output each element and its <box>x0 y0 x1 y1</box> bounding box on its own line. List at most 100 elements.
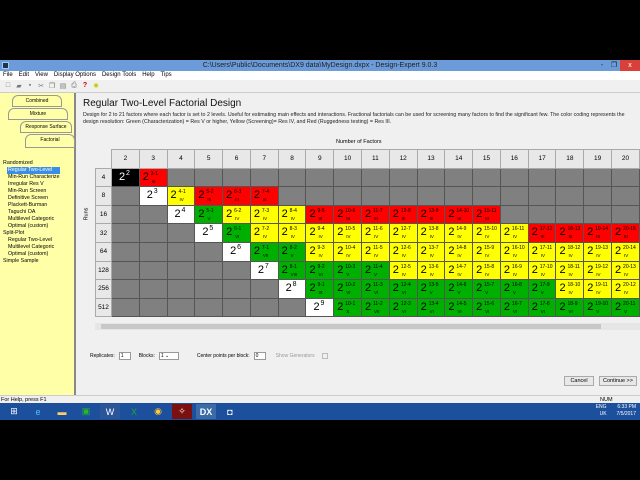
empty-cell[interactable] <box>249 297 279 318</box>
empty-cell[interactable] <box>194 279 224 299</box>
fractional-design-cell[interactable]: 2 6-2 IV <box>222 204 251 225</box>
empty-cell[interactable] <box>138 204 168 225</box>
fractional-design-cell[interactable]: 2 18-9 VI <box>555 297 585 318</box>
print-icon[interactable]: ⎙ <box>71 82 77 89</box>
fractional-design-cell[interactable]: 2 13-5 V <box>416 279 446 299</box>
fractional-design-cell[interactable]: 2 16-7 VI <box>499 297 529 318</box>
menu-design-tools[interactable]: Design Tools <box>101 72 137 78</box>
fractional-design-cell[interactable]: 2 7-3 IV <box>249 204 279 225</box>
empty-cell[interactable] <box>138 297 168 318</box>
fractional-design-cell[interactable]: 2 16-8 V <box>499 279 529 299</box>
save-icon[interactable]: ▪ <box>28 82 32 89</box>
tree-item[interactable]: Optimal (custom) <box>8 251 49 257</box>
fractional-design-cell[interactable]: 2 18-11 IV <box>555 260 585 281</box>
fractional-design-cell[interactable]: 2 5-2 III <box>194 186 224 206</box>
empty-cell[interactable] <box>499 186 529 206</box>
fractional-design-cell[interactable]: 2 6-1 VI <box>222 223 251 243</box>
fractional-design-cell[interactable]: 2 11-4 V <box>361 260 390 281</box>
fractional-design-cell[interactable]: 2 9-2 VI <box>305 260 335 281</box>
fractional-design-cell[interactable]: 2 12-8 III <box>388 204 418 225</box>
fractional-design-cell[interactable]: 2 14-8 IV <box>444 241 474 262</box>
fractional-design-cell[interactable]: 2 19-10 V <box>583 297 613 318</box>
tab-response-surface[interactable]: Response Surface <box>20 121 72 133</box>
tree-item[interactable]: Split-Plot <box>3 230 25 236</box>
tree-item[interactable]: Multilevel Categoric <box>8 216 55 222</box>
close-button[interactable]: x <box>620 60 640 71</box>
fractional-design-cell[interactable]: 2 10-6 III <box>333 204 363 225</box>
fractional-design-cell[interactable]: 2 7-2 IV <box>249 223 279 243</box>
empty-cell[interactable] <box>305 186 335 206</box>
fractional-design-cell[interactable]: 2 14-9 IV <box>444 223 474 243</box>
tree-item[interactable]: Randomized <box>3 160 33 166</box>
empty-cell[interactable] <box>110 279 140 299</box>
tree-item[interactable]: Plackett-Burman <box>8 202 48 208</box>
minimize-button[interactable]: - <box>600 62 604 69</box>
tree-item[interactable]: Irregular Res V <box>8 181 44 187</box>
empty-cell[interactable] <box>361 186 390 206</box>
empty-cell[interactable] <box>527 186 557 206</box>
fractional-design-cell[interactable]: 2 16-10 IV <box>499 241 529 262</box>
fractional-design-cell[interactable]: 2 14-10 III <box>444 204 474 225</box>
fractional-design-cell[interactable]: 2 12-3 VI <box>388 297 418 318</box>
fractional-design-cell[interactable]: 2 15-10 IV <box>472 223 501 243</box>
continue-button[interactable]: Continue >> <box>599 376 637 386</box>
fractional-design-cell[interactable]: 2 13-6 IV <box>416 260 446 281</box>
empty-cell[interactable] <box>110 204 140 225</box>
fractional-design-cell[interactable]: 2 15-9 IV <box>472 241 501 262</box>
fractional-design-cell[interactable]: 2 19-13 IV <box>583 241 613 262</box>
tip-icon[interactable]: ✹ <box>93 83 99 90</box>
fractional-design-cell[interactable]: 2 14-6 V <box>444 279 474 299</box>
empty-cell[interactable] <box>166 167 196 188</box>
empty-cell[interactable] <box>138 241 168 262</box>
fractional-design-cell[interactable]: 2 10-3 V <box>333 260 363 281</box>
restore-button[interactable]: ❐ <box>610 62 618 69</box>
empty-cell[interactable] <box>166 260 196 281</box>
empty-cell[interactable] <box>166 241 196 262</box>
empty-cell[interactable] <box>110 186 140 206</box>
tree-item[interactable]: Min-Run Screen <box>8 188 47 194</box>
empty-cell[interactable] <box>222 260 251 281</box>
fractional-design-cell[interactable]: 2 10-2 VI <box>333 279 363 299</box>
fractional-design-cell[interactable]: 2 17-9 V <box>527 279 557 299</box>
fractional-design-cell[interactable]: 2 10-1 X <box>333 297 363 318</box>
empty-cell[interactable] <box>333 186 363 206</box>
empty-cell[interactable] <box>222 297 251 318</box>
empty-cell[interactable] <box>444 186 474 206</box>
menu-display-options[interactable]: Display Options <box>53 72 96 78</box>
fractional-design-cell[interactable]: 2 16-11 IV <box>499 223 529 243</box>
fractional-design-cell[interactable]: 2 15-8 IV <box>472 260 501 281</box>
explorer-icon[interactable]: ▬ <box>57 406 67 417</box>
fractional-design-cell[interactable]: 2 10-5 IV <box>333 223 363 243</box>
empty-cell[interactable] <box>110 241 140 262</box>
empty-cell[interactable] <box>583 204 613 225</box>
language-indicator[interactable]: ENG <box>595 404 607 410</box>
empty-cell[interactable] <box>444 167 474 188</box>
fractional-design-cell[interactable]: 2 14-5 VI <box>444 297 474 318</box>
tab-mixture[interactable]: Mixture <box>8 108 68 120</box>
fractional-design-cell[interactable]: 2 18-12 IV <box>555 241 585 262</box>
fractional-design-cell[interactable]: 2 12-5 IV <box>388 260 418 281</box>
fractional-design-cell[interactable]: 2 13-9 III <box>416 204 446 225</box>
empty-cell[interactable] <box>166 279 196 299</box>
blocks-select[interactable]: 1 ⌄ <box>158 352 179 360</box>
help-icon[interactable]: ? <box>82 82 88 89</box>
menu-help[interactable]: Help <box>142 72 155 78</box>
empty-cell[interactable] <box>277 167 307 188</box>
empty-cell[interactable] <box>194 260 224 281</box>
cancel-button[interactable]: Cancel <box>564 376 594 386</box>
fractional-design-cell[interactable]: 2 15-7 V <box>472 279 501 299</box>
empty-cell[interactable] <box>527 167 557 188</box>
tree-item[interactable]: Regular Two-Level <box>7 167 60 174</box>
center-points-input[interactable]: 0 <box>253 352 266 360</box>
empty-cell[interactable] <box>499 167 529 188</box>
fractional-design-cell[interactable]: 2 20-12 IV <box>611 279 640 299</box>
menu-edit[interactable]: Edit <box>18 72 30 78</box>
menu-file[interactable]: File <box>3 72 13 78</box>
fractional-design-cell[interactable]: 2 18-13 III <box>555 223 585 243</box>
tree-item[interactable]: Definitive Screen <box>8 195 49 201</box>
tree-item[interactable]: Multilevel Categoric <box>8 244 55 250</box>
